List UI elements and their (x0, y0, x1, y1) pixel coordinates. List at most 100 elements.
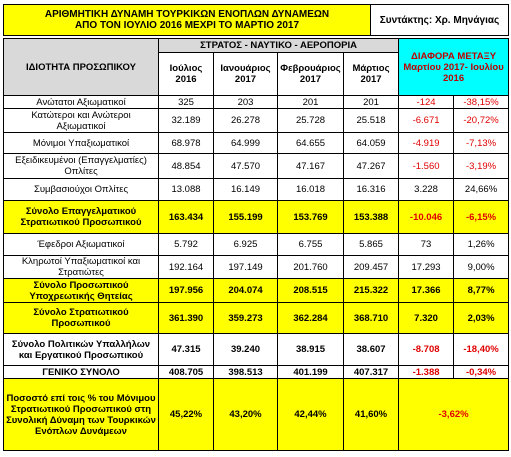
cell: 9,00% (453, 255, 510, 279)
cell: -4.919 (398, 132, 455, 154)
cell: -20,72% (453, 108, 510, 133)
cell: 16.018 (277, 178, 344, 201)
table-row: Σύνολο Επαγγελματικού Στρατιωτικού Προσω… (3, 200, 510, 234)
row-label: ΓΕΝΙΚΟ ΣΥΝΟΛΟ (3, 365, 159, 379)
table-row: Συμβασιούχοι Οπλίτες 13.088 16.149 16.018 16… (3, 178, 510, 201)
cell: 3.228 (398, 178, 455, 201)
column-header: Ιανουάριος 2017 (213, 52, 278, 96)
cell: 1,26% (453, 233, 510, 256)
label-header: ΙΔΙΟΤΗΤΑ ΠΡΟΣΩΠΙΚΟΥ (3, 38, 159, 96)
cell: 155.199 (213, 200, 278, 234)
cell: 7.320 (398, 302, 455, 334)
cell: 25.728 (277, 108, 344, 133)
row-label: Κατώτεροι και Ανώτεροι Αξιωματικοί (3, 108, 159, 133)
column-header: Μάρτιος 2017 (342, 52, 400, 96)
cell: 68.978 (158, 132, 214, 154)
cell: -0,34% (453, 365, 510, 379)
row-label: Σύνολο Στρατιωτικού Προσωπικού (3, 302, 159, 334)
table-row: Ποσοστό επί τοις % του Μόνιμου Στρατιωτι… (3, 378, 510, 451)
column-header: Ιούλιος 2016 (158, 52, 214, 96)
table-row: Ανώτατοι Αξιωματικοί 325 203 201 201 -124 -38,… (3, 95, 510, 109)
cell: 163.434 (158, 200, 214, 234)
cell: 361.390 (158, 302, 214, 334)
cell: 64.655 (277, 132, 344, 154)
cell: 197.956 (158, 278, 214, 303)
cell: -10.046 (398, 200, 455, 234)
cell: 47.267 (342, 153, 400, 179)
difference-header: ΔΙΑΦΟΡΑ ΜΕΤΑΞΥ Μαρτίου 2017- Ιουλίου 201… (398, 38, 510, 96)
cell: 2,03% (453, 302, 510, 334)
cell: 5.865 (342, 233, 400, 256)
table-body: ΙΔΙΟΤΗΤΑ ΠΡΟΣΩΠΙΚΟΥ ΣΤΡΑΤΟΣ - ΝΑΥΤΙΚΟ - … (3, 38, 510, 451)
header-row: Ιούλιος 2016 Ιανουάριος 2017 Φεβρουάριος… (4, 52, 509, 96)
cell: -7,13% (453, 132, 510, 154)
cell: 153.388 (342, 200, 400, 234)
title-line: ΑΡΙΘΜΗΤΙΚΗ ΔΥΝΑΜΗ ΤΟΥΡΚΙΚΩΝ ΕΝΟΠΛΩΝ ΔΥΝΑ… (44, 9, 330, 20)
table-row: Κληρωτοί Υπαξιωματικοί και Στρατιώτες 192… (3, 255, 510, 279)
cell: 192.164 (158, 255, 214, 279)
title-row: ΑΡΙΘΜΗΤΙΚΗ ΔΥΝΑΜΗ ΤΟΥΡΚΙΚΩΝ ΕΝΟΠΛΩΝ ΔΥΝΑ… (3, 4, 509, 36)
cell: 8,77% (453, 278, 510, 303)
cell: 47.167 (277, 153, 344, 179)
cell: -124 (398, 95, 455, 109)
group-header: ΣΤΡΑΤΟΣ - ΝΑΥΤΙΚΟ - ΑΕΡΟΠΟΡΙΑ (157, 38, 400, 53)
cell: 208.515 (277, 278, 344, 303)
cell: 153.769 (277, 200, 344, 234)
cell: 17.366 (398, 278, 455, 303)
cell: 13.088 (158, 178, 214, 201)
cell: 201.760 (277, 255, 344, 279)
cell: 209.457 (342, 255, 400, 279)
title-line: ΑΠΟ ΤΟΝ ΙΟΥΛΙΟ 2016 ΜΕΧΡΙ ΤΟ ΜΑΡΤΙΟ 2017 (74, 20, 300, 31)
cell: 204.074 (213, 278, 278, 303)
cell: -38,15% (453, 95, 510, 109)
cell: 401.199 (277, 365, 344, 379)
row-label: Σύνολο Πολιτικών Υπαλλήλων και Εργατικού… (3, 333, 159, 366)
row-label: Μόνιμοι Υπαξιωματικοί (3, 132, 159, 154)
cell: 5.792 (158, 233, 214, 256)
cell: 47.315 (158, 333, 214, 366)
cell: 73 (398, 233, 455, 256)
cell: -6.671 (398, 108, 455, 133)
table-row: Σύνολο Στρατιωτικού Προσωπικού 361.390 359… (3, 302, 510, 334)
row-label: Ανώτατοι Αξιωματικοί (3, 95, 159, 109)
cell: -1.388 (398, 365, 455, 379)
cell: -6,15% (453, 200, 510, 234)
row-label: Κληρωτοί Υπαξιωματικοί και Στρατιώτες (3, 255, 159, 279)
cell: 197.149 (213, 255, 278, 279)
table-row: Κατώτεροι και Ανώτεροι Αξιωματικοί 32.189… (3, 108, 510, 133)
title-cell: ΑΡΙΘΜΗΤΙΚΗ ΔΥΝΑΜΗ ΤΟΥΡΚΙΚΩΝ ΕΝΟΠΛΩΝ ΔΥΝΑ… (3, 4, 371, 36)
table-row: ΓΕΝΙΚΟ ΣΥΝΟΛΟ 408.705 398.513 401.199 407.31… (3, 365, 510, 379)
table-row: Σύνολο Πολιτικών Υπαλλήλων και Εργατικού… (3, 333, 510, 366)
cell: 17.293 (398, 255, 455, 279)
cell: 368.710 (342, 302, 400, 334)
cell: 6.925 (213, 233, 278, 256)
cell: -3,62% (398, 378, 510, 451)
title-table: ΑΡΙΘΜΗΤΙΚΗ ΔΥΝΑΜΗ ΤΟΥΡΚΙΚΩΝ ΕΝΟΠΛΩΝ ΔΥΝΑ… (3, 4, 509, 36)
cell: 48.854 (158, 153, 214, 179)
table-row: Μόνιμοι Υπαξιωματικοί 68.978 64.999 64.655 6… (3, 132, 510, 154)
row-label: Συμβασιούχοι Οπλίτες (3, 178, 159, 201)
cell: 24,66% (453, 178, 510, 201)
cell: 201 (277, 95, 344, 109)
cell: 32.189 (158, 108, 214, 133)
cell: 408.705 (158, 365, 214, 379)
author: Συντάκτης: Χρ. Μηνάγιας (370, 4, 509, 36)
cell: 39.240 (213, 333, 278, 366)
cell: 26.278 (213, 108, 278, 133)
table-row: Εξειδικευμένοι (Επαγγελματίες) Οπλίτες 48… (3, 153, 510, 179)
cell: 38.607 (342, 333, 400, 366)
cell: 16.316 (342, 178, 400, 201)
cell: 38.915 (277, 333, 344, 366)
cell: 362.284 (277, 302, 344, 334)
header-row: ΙΔΙΟΤΗΤΑ ΠΡΟΣΩΠΙΚΟΥ ΣΤΡΑΤΟΣ - ΝΑΥΤΙΚΟ - … (3, 38, 510, 96)
cell: 45,22% (158, 378, 214, 451)
cell: 359.273 (213, 302, 278, 334)
cell: 325 (158, 95, 214, 109)
cell: 201 (342, 95, 400, 109)
cell: 43,20% (213, 378, 278, 451)
cell: -18,40% (453, 333, 510, 366)
table-row: Έφεδροι Αξιωματικοί 5.792 6.925 6.755 5.865 7… (3, 233, 510, 256)
row-label: Εξειδικευμένοι (Επαγγελματίες) Οπλίτες (3, 153, 159, 179)
cell: -8.708 (398, 333, 455, 366)
